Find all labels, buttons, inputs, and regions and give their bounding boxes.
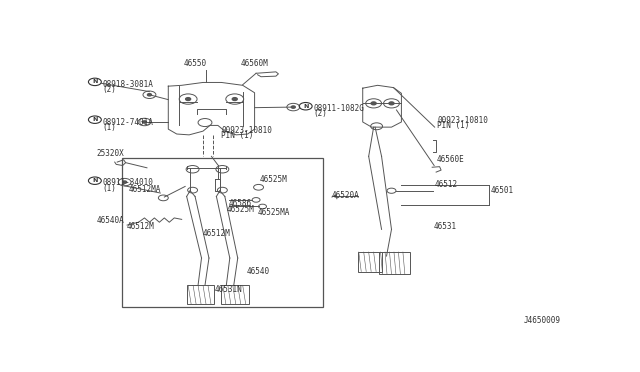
- Text: 46512: 46512: [435, 180, 458, 189]
- Text: 46501: 46501: [491, 186, 514, 195]
- Text: 46525M: 46525M: [260, 176, 287, 185]
- Text: 46540: 46540: [246, 267, 269, 276]
- Text: 46531: 46531: [433, 222, 456, 231]
- Circle shape: [232, 97, 237, 100]
- Text: 08918-3081A: 08918-3081A: [102, 80, 153, 89]
- Text: 46540A: 46540A: [97, 215, 124, 225]
- Circle shape: [389, 102, 394, 105]
- Text: 00923-10810: 00923-10810: [437, 116, 488, 125]
- Circle shape: [371, 102, 376, 105]
- Text: 08911-1082G: 08911-1082G: [313, 104, 364, 113]
- Bar: [379, 252, 410, 275]
- Text: 46586: 46586: [229, 199, 252, 208]
- Circle shape: [143, 121, 147, 123]
- Bar: [221, 285, 248, 304]
- Text: 46525MA: 46525MA: [257, 208, 290, 217]
- Text: 46512M: 46512M: [127, 222, 155, 231]
- Text: 46531N: 46531N: [215, 285, 243, 294]
- Text: N: N: [92, 79, 97, 84]
- Bar: [187, 285, 214, 304]
- Circle shape: [291, 106, 295, 108]
- Text: 00923-10810: 00923-10810: [221, 126, 272, 135]
- Bar: [122, 158, 323, 307]
- Circle shape: [186, 97, 191, 100]
- Circle shape: [123, 181, 127, 183]
- Text: (1): (1): [102, 183, 116, 193]
- Text: N: N: [92, 178, 97, 183]
- Text: 46525M: 46525M: [227, 205, 254, 214]
- Text: N: N: [303, 104, 308, 109]
- Text: 46512MA: 46512MA: [129, 185, 161, 193]
- Text: (1): (1): [102, 123, 116, 132]
- Text: 46512M: 46512M: [203, 229, 231, 238]
- Text: 46550: 46550: [184, 58, 207, 68]
- Text: N: N: [92, 117, 97, 122]
- Text: 46520A: 46520A: [332, 191, 360, 200]
- Text: PIN (1): PIN (1): [221, 131, 253, 140]
- Text: J4650009: J4650009: [524, 316, 561, 326]
- Text: 46560M: 46560M: [241, 58, 268, 68]
- Text: 25320X: 25320X: [97, 149, 124, 158]
- Text: (2): (2): [313, 109, 327, 118]
- Circle shape: [147, 94, 152, 96]
- Text: 46560E: 46560E: [437, 155, 465, 164]
- Bar: [358, 252, 381, 272]
- Text: 08911-34010: 08911-34010: [102, 179, 153, 187]
- Text: (2): (2): [102, 85, 116, 94]
- Text: PIN (1): PIN (1): [437, 121, 470, 130]
- Text: 08912-7401A: 08912-7401A: [102, 118, 153, 127]
